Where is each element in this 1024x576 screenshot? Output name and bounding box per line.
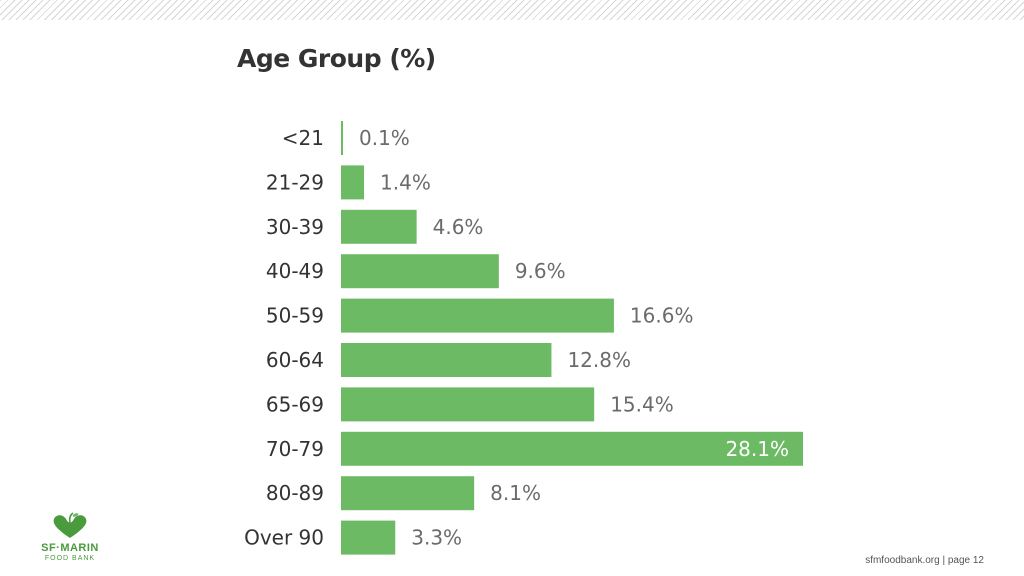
category-label: 80-89 <box>266 481 324 505</box>
bar <box>341 298 614 333</box>
data-label: 15.4% <box>610 392 674 416</box>
logo-name: SF·MARIN <box>41 542 99 554</box>
bar <box>341 121 343 155</box>
data-label: 9.6% <box>515 259 566 283</box>
data-label: 1.4% <box>380 170 431 194</box>
bar <box>341 343 552 377</box>
data-label: 16.6% <box>630 304 694 328</box>
bar <box>341 254 499 289</box>
bar <box>341 209 417 244</box>
bar <box>341 387 595 422</box>
category-label: 70-79 <box>266 437 324 461</box>
bar <box>341 476 475 511</box>
data-label: 28.1% <box>725 437 789 461</box>
heart-apple-icon <box>53 512 87 538</box>
bar <box>341 165 365 200</box>
bar <box>341 431 803 466</box>
data-label: 0.1% <box>359 126 410 150</box>
bar <box>341 520 396 555</box>
category-label: 60-64 <box>266 348 324 372</box>
decorative-top-stripe <box>0 0 1024 20</box>
category-label: 30-39 <box>266 215 324 239</box>
data-label: 3.3% <box>411 526 462 550</box>
logo-subtitle: FOOD BANK <box>44 555 96 562</box>
sf-marin-food-bank-logo: SF·MARIN FOOD BANK <box>30 512 110 572</box>
category-label: 65-69 <box>266 392 324 416</box>
data-label: 4.6% <box>433 215 484 239</box>
data-label: 8.1% <box>490 481 541 505</box>
category-label: 21-29 <box>266 170 324 194</box>
data-label: 12.8% <box>567 348 631 372</box>
chart-title: Age Group (%) <box>237 44 436 73</box>
category-label: 40-49 <box>266 259 324 283</box>
category-label: Over 90 <box>244 526 324 550</box>
category-label: 50-59 <box>266 304 324 328</box>
footer-page-info: sfmfoodbank.org | page 12 <box>865 555 984 566</box>
category-label: <21 <box>282 126 324 150</box>
